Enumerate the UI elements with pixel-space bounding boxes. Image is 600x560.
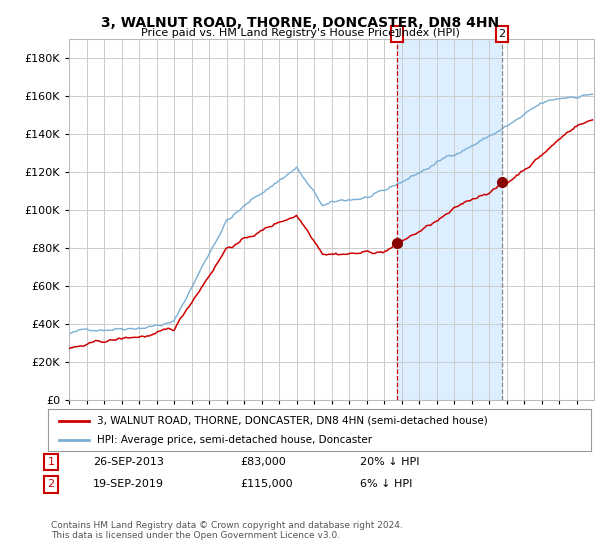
Text: 1: 1 bbox=[47, 457, 55, 467]
Text: 6% ↓ HPI: 6% ↓ HPI bbox=[360, 479, 412, 489]
Text: 2: 2 bbox=[499, 29, 506, 39]
Text: £83,000: £83,000 bbox=[240, 457, 286, 467]
Text: 2: 2 bbox=[47, 479, 55, 489]
Text: 20% ↓ HPI: 20% ↓ HPI bbox=[360, 457, 419, 467]
Text: Contains HM Land Registry data © Crown copyright and database right 2024.
This d: Contains HM Land Registry data © Crown c… bbox=[51, 521, 403, 540]
Text: 19-SEP-2019: 19-SEP-2019 bbox=[93, 479, 164, 489]
Text: 26-SEP-2013: 26-SEP-2013 bbox=[93, 457, 164, 467]
Text: Price paid vs. HM Land Registry's House Price Index (HPI): Price paid vs. HM Land Registry's House … bbox=[140, 28, 460, 38]
Bar bbox=[397, 39, 502, 400]
Text: 3, WALNUT ROAD, THORNE, DONCASTER, DN8 4HN (semi-detached house): 3, WALNUT ROAD, THORNE, DONCASTER, DN8 4… bbox=[97, 416, 488, 426]
Text: 3, WALNUT ROAD, THORNE, DONCASTER, DN8 4HN: 3, WALNUT ROAD, THORNE, DONCASTER, DN8 4… bbox=[101, 16, 499, 30]
Text: 1: 1 bbox=[394, 29, 401, 39]
Text: £115,000: £115,000 bbox=[240, 479, 293, 489]
Text: HPI: Average price, semi-detached house, Doncaster: HPI: Average price, semi-detached house,… bbox=[97, 435, 372, 445]
